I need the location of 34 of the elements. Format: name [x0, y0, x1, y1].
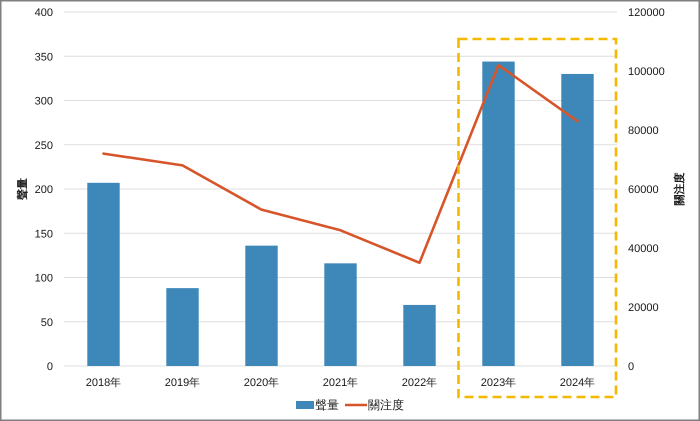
bar [324, 263, 357, 366]
legend-label: 聲量 [315, 398, 339, 412]
y-tick-label: 50 [40, 316, 53, 329]
bar [166, 288, 199, 366]
y2-tick-label: 40000 [628, 243, 659, 255]
x-tick-label: 2020年 [244, 377, 280, 389]
y2-tick-label: 80000 [628, 125, 659, 137]
x-tick-label: 2023年 [480, 377, 516, 389]
y-tick-label: 350 [34, 51, 53, 64]
y-tick-label: 150 [34, 228, 53, 240]
bar [561, 74, 594, 366]
x-tick-label: 2024年 [560, 377, 596, 389]
bar [87, 182, 120, 366]
y2-axis-title: 關注度 [673, 172, 686, 206]
bar [245, 246, 278, 366]
x-tick-label: 2019年 [164, 377, 200, 389]
bar [482, 62, 515, 366]
y-tick-label: 0 [46, 361, 53, 373]
y2-tick-label: 120000 [628, 7, 665, 19]
y-tick-label: 200 [34, 184, 53, 196]
y2-tick-label: 0 [628, 361, 634, 373]
y-tick-label: 100 [34, 272, 53, 284]
x-tick-label: 2018年 [86, 377, 122, 389]
y2-tick-label: 60000 [628, 184, 659, 196]
y-axis-title: 聲量 [16, 178, 29, 201]
legend-label: 關注度 [368, 398, 404, 412]
y-tick-label: 400 [34, 7, 53, 19]
y2-tick-label: 100000 [628, 66, 665, 78]
x-tick-label: 2022年 [402, 377, 438, 389]
x-tick-label: 2021年 [322, 377, 358, 389]
bar [403, 304, 436, 366]
y2-tick-label: 20000 [628, 302, 659, 314]
y-tick-label: 250 [34, 140, 53, 152]
y-tick-label: 300 [34, 96, 53, 108]
